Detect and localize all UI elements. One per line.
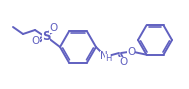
Text: N: N: [100, 51, 108, 61]
Text: O: O: [127, 47, 135, 57]
Text: O: O: [32, 36, 40, 46]
Text: S: S: [42, 31, 50, 44]
Text: O: O: [49, 23, 57, 33]
Text: O: O: [119, 57, 127, 67]
Text: H: H: [105, 54, 111, 63]
